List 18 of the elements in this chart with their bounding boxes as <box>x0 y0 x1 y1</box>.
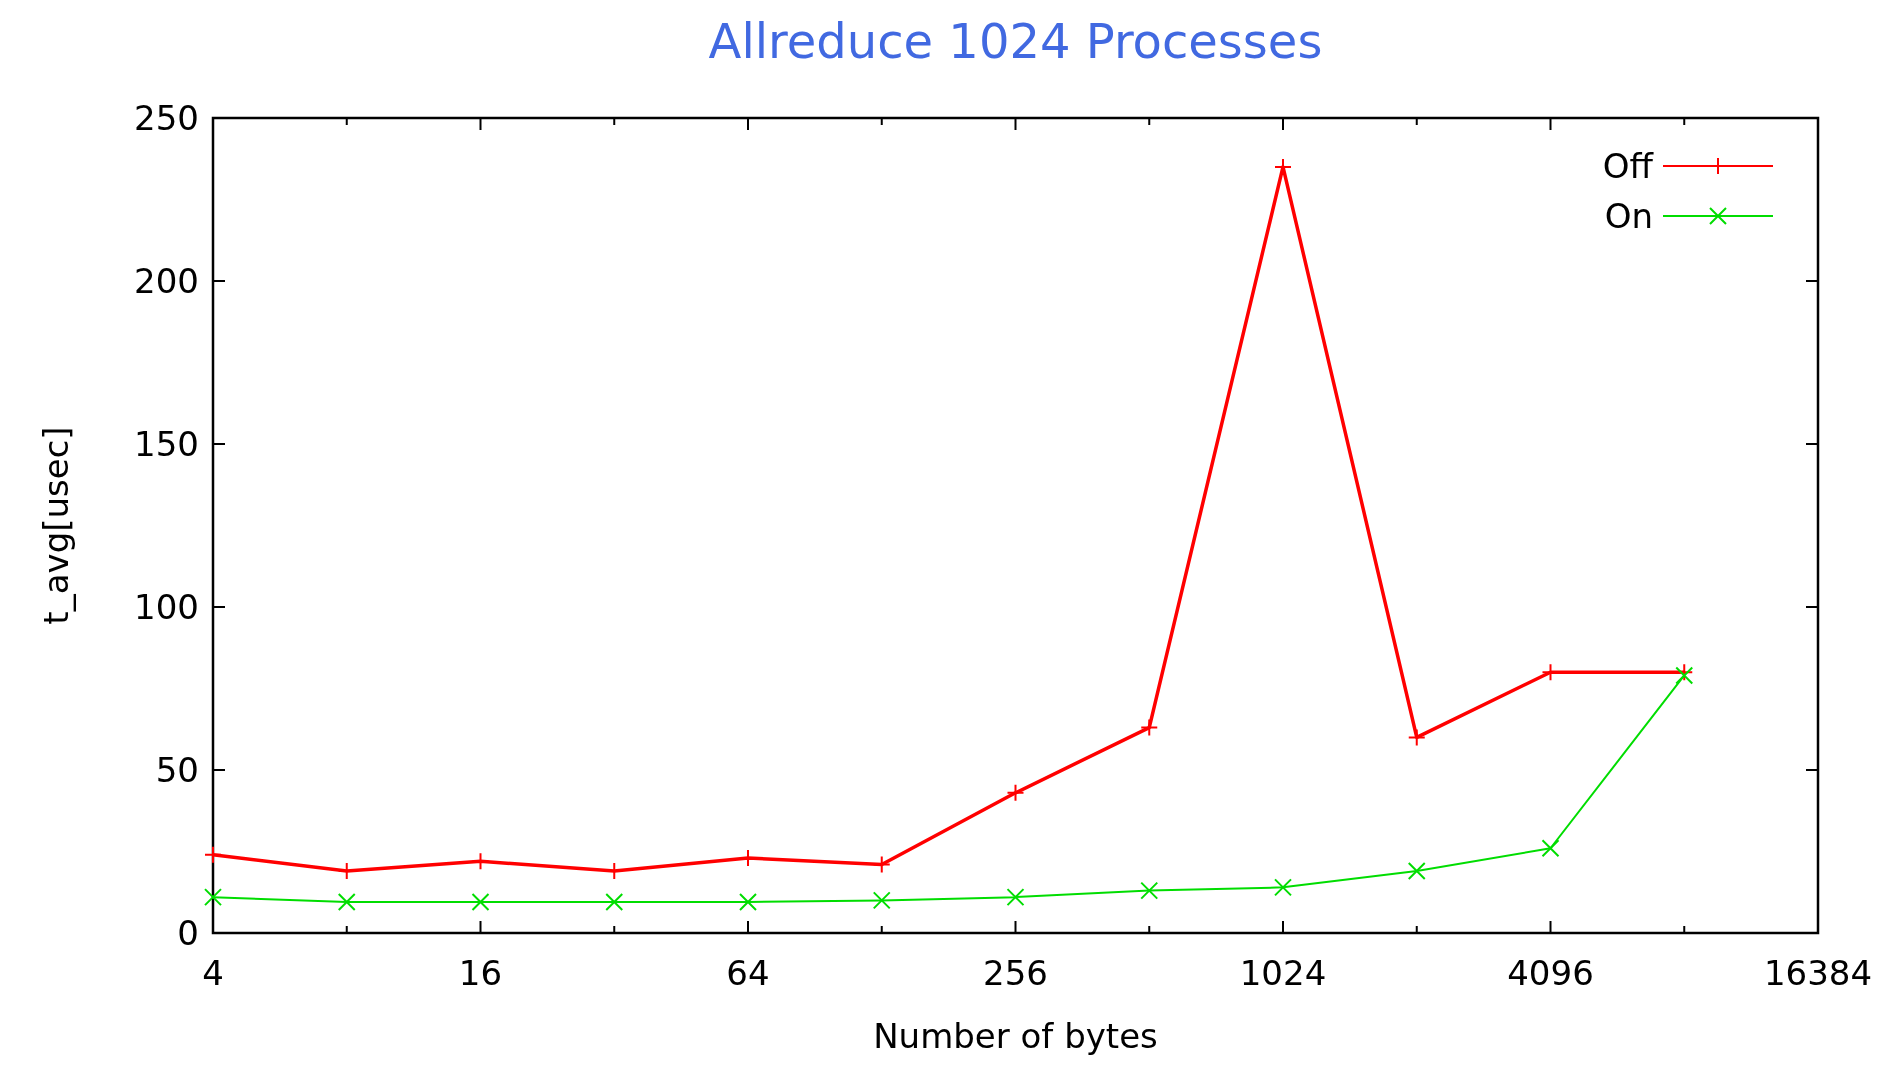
x-tick-label: 16384 <box>1763 953 1873 993</box>
x-tick-label: 256 <box>983 953 1048 993</box>
x-tick-label: 64 <box>726 953 770 993</box>
x-axis-title: Number of bytes <box>873 1016 1158 1056</box>
y-tick-label: 0 <box>177 912 199 953</box>
legend-label: On <box>1604 195 1653 236</box>
x-tick-label: 16 <box>458 953 503 993</box>
y-tick-label: 100 <box>134 586 199 627</box>
y-tick-label: 200 <box>134 260 199 301</box>
x-tick-label: 4 <box>202 953 224 993</box>
legend-label: Off <box>1602 145 1655 186</box>
y-tick-label: 150 <box>134 423 199 464</box>
y-tick-label: 50 <box>155 749 199 790</box>
chart-title: Allreduce 1024 Processes <box>708 13 1323 69</box>
y-axis-title: t_avg[usec] <box>36 426 76 625</box>
x-tick-label: 4096 <box>1507 953 1594 993</box>
y-tick-label: 250 <box>134 97 199 138</box>
x-tick-label: 1024 <box>1239 953 1327 993</box>
